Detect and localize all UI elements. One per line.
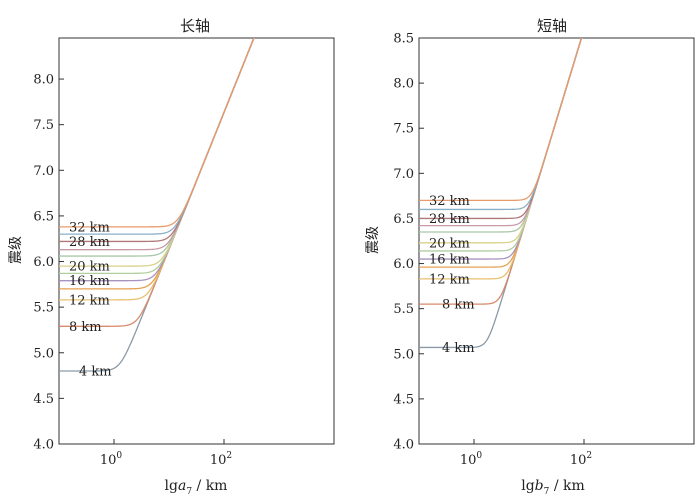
- panel-long-axis: 长轴 4.0 4.5 5.0 5.5 6.0 6.5 7.0 7.5 8.0 100 102 4 …: [8, 17, 335, 497]
- panel-title-short-axis: 短轴: [537, 17, 567, 35]
- series-label: 32 km: [69, 220, 110, 235]
- y-tick-label: 5.5: [393, 302, 414, 317]
- series-label: 12 km: [429, 272, 470, 287]
- panel-title-long-axis: 长轴: [180, 17, 210, 35]
- y-tick-label: 7.0: [33, 164, 54, 179]
- x-ticks-short-axis: 100 102: [460, 439, 592, 468]
- y-tick-label: 4.5: [393, 392, 414, 407]
- y-tick-label: 5.0: [393, 347, 414, 362]
- series-line: [419, 38, 583, 211]
- series-line: [419, 38, 583, 268]
- series-line: [59, 38, 255, 372]
- series-label: 32 km: [429, 194, 470, 209]
- series-label: 20 km: [429, 236, 470, 251]
- series-label: 20 km: [69, 260, 110, 275]
- plot-frame-short-axis: [418, 37, 695, 445]
- series-label: 28 km: [69, 235, 110, 250]
- curve-labels-short-axis: 4 km 8 km 12 km 16 km 20 km 28 km 32 km: [429, 194, 475, 356]
- series-line: [59, 38, 255, 228]
- y-axis-title-long-axis: 震级: [8, 236, 24, 264]
- panel-short-axis: 短轴 4.0 4.5 5.0 5.5 6.0 6.5 7.0 7.5 8.0 8.5 100 102…: [365, 17, 695, 497]
- y-tick-label: 6.0: [393, 257, 414, 272]
- series-line: [59, 38, 255, 243]
- series-label: 16 km: [429, 253, 470, 268]
- y-ticks-short-axis: 4.0 4.5 5.0 5.5 6.0 6.5 7.0 7.5 8.0 8.5: [393, 32, 424, 453]
- y-tick-label: 5.5: [33, 301, 54, 316]
- y-tick-label: 6.0: [33, 255, 54, 270]
- series-label: 12 km: [69, 293, 110, 308]
- y-tick-label: 6.5: [393, 212, 414, 227]
- y-tick-label: 4.5: [33, 392, 54, 407]
- series-line: [419, 38, 583, 202]
- curves-long-axis: [59, 38, 255, 372]
- x-axis-title-long-axis: lga7 / km: [165, 478, 228, 497]
- y-tick-label: 4.0: [33, 438, 54, 453]
- series-line: [419, 38, 583, 220]
- y-tick-label: 7.5: [33, 118, 54, 133]
- x-tick-label: 100: [100, 451, 123, 468]
- y-tick-label: 8.5: [393, 32, 414, 47]
- series-label: 28 km: [429, 212, 470, 227]
- series-line: [59, 38, 255, 235]
- series-label: 4 km: [442, 341, 475, 356]
- x-tick-label: 100: [460, 451, 483, 468]
- y-tick-label: 5.0: [33, 346, 54, 361]
- x-axis-title-short-axis: lgb7 / km: [521, 478, 585, 497]
- y-ticks-long-axis: 4.0 4.5 5.0 5.5 6.0 6.5 7.0 7.5 8.0: [33, 73, 64, 453]
- series-line: [59, 38, 255, 251]
- curves-short-axis: [419, 38, 583, 349]
- series-label: 16 km: [69, 274, 110, 289]
- series-label: 8 km: [442, 298, 475, 313]
- y-tick-label: 7.0: [393, 167, 414, 182]
- series-line: [59, 38, 255, 257]
- y-tick-label: 8.0: [393, 77, 414, 92]
- x-tick-label: 102: [570, 451, 592, 468]
- y-axis-title-short-axis: 震级: [365, 226, 381, 254]
- y-tick-label: 8.0: [33, 73, 54, 88]
- x-ticks-long-axis: 100 102: [100, 439, 232, 468]
- series-label: 4 km: [79, 365, 112, 380]
- y-tick-label: 6.5: [33, 209, 54, 224]
- y-tick-label: 4.0: [393, 438, 414, 453]
- x-tick-label: 102: [210, 451, 232, 468]
- series-label: 8 km: [69, 320, 102, 335]
- y-tick-label: 7.5: [393, 122, 414, 137]
